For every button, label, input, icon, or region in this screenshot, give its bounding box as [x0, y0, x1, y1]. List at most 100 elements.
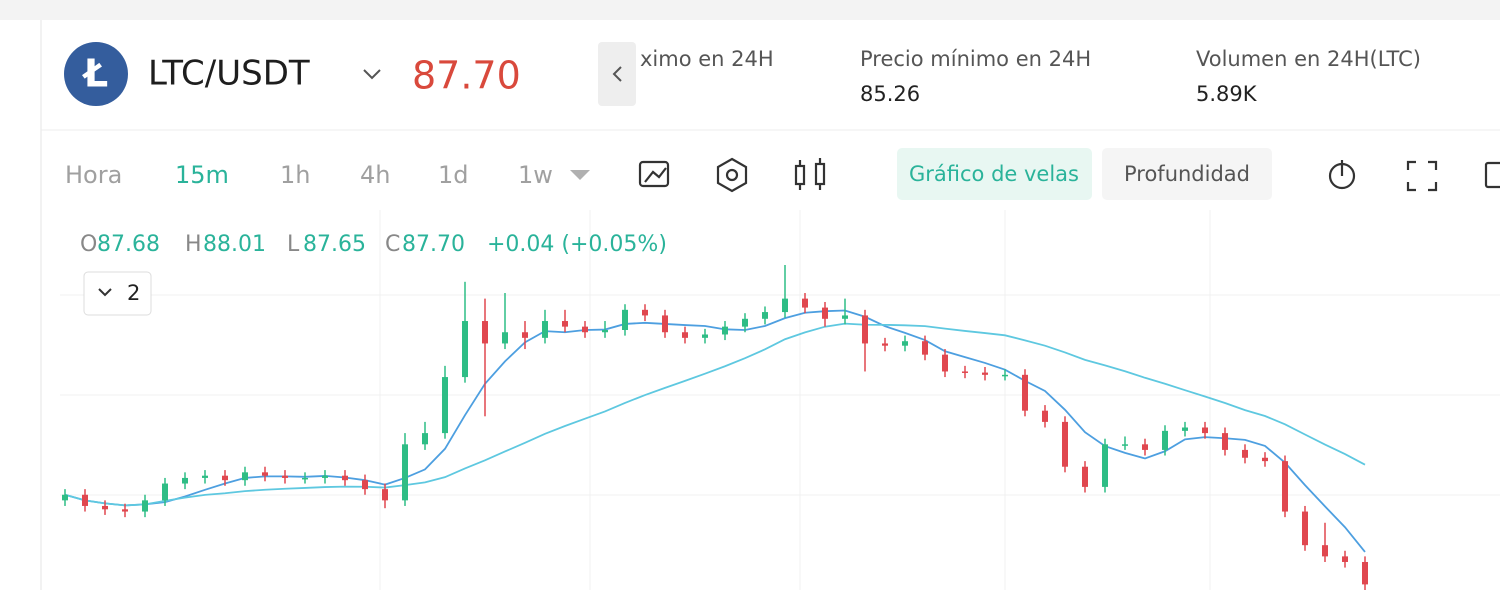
candle-body — [1142, 444, 1148, 450]
stat-label: Precio mínimo en 24H — [860, 47, 1091, 71]
candle-body — [922, 341, 928, 355]
stat-value: 85.26 — [860, 82, 920, 106]
ma-line — [64, 322, 1366, 507]
candle-body — [342, 475, 348, 481]
ma-line — [64, 309, 1366, 553]
candle-body — [1102, 444, 1108, 487]
side-panel — [0, 20, 40, 590]
tool-icons — [638, 157, 1500, 193]
candle-body — [742, 318, 748, 327]
interval[interactable]: Hora — [65, 161, 122, 189]
candle-body — [1262, 457, 1268, 462]
candle-body — [882, 343, 888, 346]
top-strip — [0, 0, 1500, 20]
candle-body — [142, 500, 148, 512]
tab-label: Profundidad — [1124, 162, 1250, 186]
candle-body — [1162, 430, 1168, 450]
candle-body — [582, 326, 588, 333]
legend-key: O — [80, 232, 97, 257]
candle-body — [802, 298, 808, 308]
legend-value: 88.01 — [203, 232, 266, 257]
chart-grid — [60, 210, 1500, 590]
coin-logo-mark: Ł — [82, 52, 108, 96]
candle-icon[interactable] — [794, 164, 806, 186]
candle-body — [982, 372, 988, 375]
candle-body — [562, 321, 568, 327]
candle-body — [1222, 433, 1228, 450]
candle-body — [1202, 427, 1208, 434]
candle-body — [1242, 449, 1248, 458]
fullscreen-icon[interactable] — [1406, 160, 1438, 192]
scroll-left-icon — [612, 66, 622, 82]
interval[interactable]: 1d — [438, 161, 469, 189]
candle-body — [862, 315, 868, 344]
candle-body — [642, 309, 648, 316]
tab-active[interactable] — [897, 148, 1092, 200]
ohlc-legend: O 87.68 H 88.01 L 87.65 C 87.70 +0.04 (+… — [80, 232, 667, 257]
candle-body — [682, 332, 688, 338]
interval-dropdown[interactable] — [570, 170, 590, 180]
legend-key: H — [185, 232, 202, 257]
indicator-icon[interactable] — [638, 160, 670, 188]
candle-body — [322, 475, 328, 478]
legend-value: 87.70 — [402, 232, 465, 257]
candle-body — [842, 315, 848, 319]
scroll-left[interactable] — [598, 42, 636, 106]
interval[interactable]: 1w — [518, 161, 553, 189]
candle-body — [522, 332, 528, 338]
candle-body — [1302, 511, 1308, 546]
candle-body — [362, 480, 368, 490]
candle-body — [382, 489, 388, 501]
candle-body — [1042, 410, 1048, 422]
coin-logo — [64, 42, 128, 106]
indicator-toggle[interactable] — [83, 271, 152, 316]
candle-body — [282, 475, 288, 478]
candle-body — [402, 444, 408, 501]
candle-body — [902, 341, 908, 346]
candle-body — [662, 315, 668, 333]
legend-value: 87.68 — [97, 232, 160, 257]
legend-value: 87.65 — [303, 232, 366, 257]
stat-value: 5.89K — [1196, 82, 1258, 106]
stat-label: Volumen en 24H(LTC) — [1196, 47, 1421, 71]
candle-body — [822, 307, 828, 319]
last-price: 87.70 — [412, 54, 521, 98]
pair-dropdown[interactable] — [363, 69, 381, 80]
legend-change: +0.04 (+0.05%) — [487, 232, 667, 257]
candle-body — [762, 312, 768, 319]
candle-body — [1122, 444, 1128, 446]
candle-body — [422, 433, 428, 445]
interval[interactable]: 4h — [360, 161, 390, 189]
candle-body — [1082, 466, 1088, 487]
indicator-toggle-icon — [98, 288, 112, 297]
tab[interactable] — [1102, 148, 1272, 200]
candle-body — [302, 477, 308, 480]
tab-label: Gráfico de velas — [909, 162, 1079, 186]
settings-icon[interactable] — [716, 157, 748, 193]
interval[interactable]: 1h — [280, 161, 310, 189]
stat-label: ximo en 24H — [640, 47, 774, 71]
candle-body — [442, 377, 448, 434]
candle-body — [782, 298, 788, 313]
candle-body — [62, 494, 68, 501]
candle-body — [462, 321, 468, 378]
candle-body — [1022, 374, 1028, 411]
candle-body — [1322, 545, 1328, 557]
candle-body — [1062, 421, 1068, 467]
candle-body — [1282, 461, 1288, 512]
candle-body — [1182, 427, 1188, 431]
candles — [62, 265, 1368, 590]
candle-body — [242, 472, 248, 481]
candle-body — [1362, 561, 1368, 585]
candle-body — [1342, 556, 1348, 562]
interval-active[interactable]: 15m — [175, 161, 229, 189]
legend-key: C — [385, 232, 400, 257]
indicator-count: 2 — [127, 281, 140, 305]
more-icon[interactable] — [1484, 161, 1500, 189]
candle-body — [542, 321, 548, 338]
pair[interactable]: LTC/USDT — [148, 54, 310, 94]
candle-body — [622, 309, 628, 330]
candle-body — [722, 326, 728, 335]
